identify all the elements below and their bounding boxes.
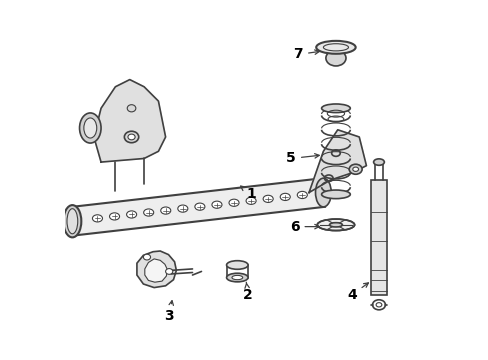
Ellipse shape xyxy=(92,215,102,222)
Ellipse shape xyxy=(226,261,247,269)
Polygon shape xyxy=(71,178,325,235)
Ellipse shape xyxy=(63,205,81,237)
Text: 6: 6 xyxy=(289,220,319,234)
Ellipse shape xyxy=(195,203,204,210)
Ellipse shape xyxy=(348,164,362,174)
Ellipse shape xyxy=(317,219,354,230)
Ellipse shape xyxy=(231,275,242,280)
Ellipse shape xyxy=(83,118,97,138)
Ellipse shape xyxy=(165,269,172,274)
Ellipse shape xyxy=(143,254,150,260)
Ellipse shape xyxy=(226,273,247,282)
Polygon shape xyxy=(308,130,366,193)
Ellipse shape xyxy=(211,201,222,208)
Ellipse shape xyxy=(80,113,101,143)
Polygon shape xyxy=(144,259,167,282)
Ellipse shape xyxy=(280,193,290,201)
Ellipse shape xyxy=(316,41,355,54)
Text: 1: 1 xyxy=(240,186,256,201)
Text: 5: 5 xyxy=(285,152,319,166)
Ellipse shape xyxy=(124,131,139,143)
Ellipse shape xyxy=(315,178,330,207)
Text: 7: 7 xyxy=(293,48,319,62)
Ellipse shape xyxy=(161,207,170,214)
Ellipse shape xyxy=(245,197,256,204)
Text: 4: 4 xyxy=(346,283,367,302)
Ellipse shape xyxy=(329,223,342,227)
Ellipse shape xyxy=(297,192,306,199)
Ellipse shape xyxy=(321,104,349,113)
Ellipse shape xyxy=(325,50,346,66)
Text: 2: 2 xyxy=(243,282,252,302)
Text: 3: 3 xyxy=(164,301,174,323)
Polygon shape xyxy=(370,180,386,295)
Polygon shape xyxy=(94,80,165,162)
Ellipse shape xyxy=(127,105,136,112)
Ellipse shape xyxy=(228,199,239,206)
Ellipse shape xyxy=(126,211,136,218)
Polygon shape xyxy=(137,251,176,288)
Ellipse shape xyxy=(352,167,358,171)
Ellipse shape xyxy=(109,213,119,220)
Ellipse shape xyxy=(373,159,384,165)
Ellipse shape xyxy=(178,205,187,212)
Ellipse shape xyxy=(143,209,153,216)
Ellipse shape xyxy=(263,195,273,202)
Ellipse shape xyxy=(375,303,381,307)
Ellipse shape xyxy=(67,209,78,234)
Ellipse shape xyxy=(128,134,135,140)
Ellipse shape xyxy=(321,190,349,199)
